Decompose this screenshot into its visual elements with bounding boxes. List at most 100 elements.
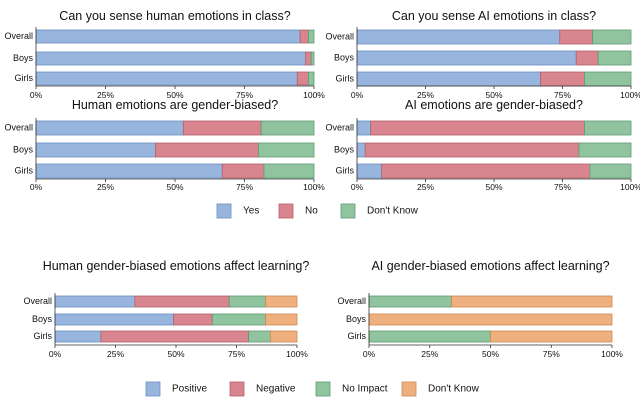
bar-segment-yes bbox=[35, 142, 156, 158]
bar-segment-no bbox=[305, 51, 312, 66]
chart-title: Can you sense AI emotions in class? bbox=[392, 9, 596, 23]
bar-segment-negative bbox=[134, 295, 230, 308]
bar-segment-don-t-know bbox=[368, 313, 613, 326]
x-tick-label: 50% bbox=[482, 349, 499, 359]
bar-segment-no-impact bbox=[211, 313, 266, 326]
bar-segment-yes bbox=[356, 71, 541, 87]
legend-top: Yes No Don't Know bbox=[216, 203, 419, 219]
bar-segment-no bbox=[381, 163, 591, 179]
x-tick-label: 25% bbox=[97, 90, 114, 100]
legend-swatch bbox=[315, 381, 331, 397]
x-tick-label: 25% bbox=[97, 182, 114, 192]
x-tick-label: 0% bbox=[363, 349, 376, 359]
bar-segment-yes bbox=[356, 29, 561, 45]
x-tick-label: 25% bbox=[421, 349, 438, 359]
category-label: Girls bbox=[336, 73, 355, 83]
bar-segment-yes bbox=[356, 120, 372, 136]
bar-segment-don-t-know bbox=[265, 313, 298, 326]
chart-panel-2: Can you sense AI emotions in class? 0% 25%… bbox=[325, 9, 640, 100]
legend-label: Positive bbox=[172, 384, 207, 395]
bar-segment-yes bbox=[35, 51, 307, 66]
x-tick-label: 100% bbox=[303, 182, 325, 192]
bar-segment-yes bbox=[356, 50, 577, 66]
category-label: Boys bbox=[334, 144, 355, 154]
bar-segment-positive bbox=[54, 295, 136, 308]
bar-segment-yes bbox=[35, 29, 301, 44]
bar-segment-don-t-know bbox=[260, 120, 315, 136]
category-label: Overall bbox=[4, 31, 33, 41]
legend-label: No Impact bbox=[342, 384, 388, 395]
chart-title: Human gender-biased emotions affect lear… bbox=[43, 259, 310, 273]
bar-segment-don-t-know bbox=[308, 29, 315, 44]
x-tick-label: 25% bbox=[107, 349, 124, 359]
category-label: Overall bbox=[325, 122, 354, 132]
x-tick-label: 0% bbox=[30, 90, 43, 100]
bar-segment-no bbox=[221, 163, 265, 179]
chart-panel-3: Human emotions are gender-biased? 0% 25% 50… bbox=[4, 98, 325, 192]
category-label: Overall bbox=[23, 296, 52, 306]
x-tick-label: 50% bbox=[485, 182, 502, 192]
bar-segment-no bbox=[364, 142, 580, 158]
chart-panel-6: AI gender-biased emotions affect learnin… bbox=[337, 259, 623, 359]
bar-segment-positive bbox=[54, 313, 174, 326]
bar-segment-no bbox=[296, 71, 309, 86]
x-tick-label: 100% bbox=[303, 90, 325, 100]
legend-swatch bbox=[340, 203, 356, 219]
x-tick-label: 100% bbox=[620, 90, 640, 100]
x-tick-label: 0% bbox=[351, 182, 364, 192]
bar-segment-don-t-know bbox=[589, 163, 632, 179]
bar-segment-don-t-know bbox=[584, 120, 632, 136]
bar-segment-no bbox=[155, 142, 259, 158]
category-label: Boys bbox=[334, 52, 355, 62]
category-label: Girls bbox=[348, 331, 367, 341]
bar-segment-no bbox=[299, 29, 309, 44]
bar-segment-don-t-know bbox=[451, 295, 613, 308]
legend-swatch bbox=[401, 381, 417, 397]
bar-segment-no bbox=[559, 29, 594, 45]
bar-segment-yes bbox=[35, 71, 298, 86]
bar-segment-don-t-know bbox=[257, 142, 315, 158]
bar-segment-negative bbox=[173, 313, 213, 326]
category-label: Girls bbox=[336, 165, 355, 175]
bar-segment-no-impact bbox=[228, 295, 266, 308]
bar-segment-don-t-know bbox=[592, 29, 632, 45]
category-label: Overall bbox=[4, 122, 33, 132]
chart-title: Human emotions are gender-biased? bbox=[72, 98, 278, 112]
category-label: Girls bbox=[34, 331, 53, 341]
bar-segment-don-t-know bbox=[584, 71, 632, 87]
chart-panel-1: Can you sense human emotions in class? 0%… bbox=[4, 9, 325, 100]
x-tick-label: 75% bbox=[554, 182, 571, 192]
bar-segment-don-t-know bbox=[310, 51, 315, 66]
x-tick-label: 0% bbox=[49, 349, 62, 359]
legend-label: Yes bbox=[243, 206, 259, 217]
chart-title: AI emotions are gender-biased? bbox=[405, 98, 583, 112]
x-tick-label: 50% bbox=[166, 182, 183, 192]
bar-segment-yes bbox=[35, 120, 184, 136]
x-tick-label: 100% bbox=[601, 349, 623, 359]
chart-title: AI gender-biased emotions affect learnin… bbox=[371, 259, 609, 273]
legend-label: Don't Know bbox=[367, 206, 419, 217]
legend-swatch bbox=[278, 203, 294, 219]
legend-swatch bbox=[229, 381, 245, 397]
bar-segment-no bbox=[370, 120, 585, 136]
x-tick-label: 100% bbox=[620, 182, 640, 192]
bar-segment-don-t-know bbox=[597, 50, 632, 66]
x-tick-label: 75% bbox=[236, 90, 253, 100]
bar-segment-positive bbox=[54, 330, 102, 343]
legend-swatch bbox=[216, 203, 232, 219]
x-tick-label: 0% bbox=[351, 90, 364, 100]
bar-segment-no bbox=[182, 120, 262, 136]
x-tick-label: 25% bbox=[417, 182, 434, 192]
bar-segment-yes bbox=[356, 163, 383, 179]
legend-bottom: Positive Negative No Impact Don't Know bbox=[145, 381, 480, 397]
bar-segment-no-impact bbox=[368, 295, 453, 308]
x-tick-label: 25% bbox=[417, 90, 434, 100]
category-label: Boys bbox=[32, 314, 53, 324]
category-label: Boys bbox=[346, 314, 367, 324]
x-tick-label: 50% bbox=[485, 90, 502, 100]
bar-segment-don-t-know bbox=[265, 295, 298, 308]
bar-segment-no-impact bbox=[248, 330, 271, 343]
chart-panel-4: AI emotions are gender-biased? 0% 25% 50% 75… bbox=[325, 98, 640, 192]
category-label: Overall bbox=[337, 296, 366, 306]
